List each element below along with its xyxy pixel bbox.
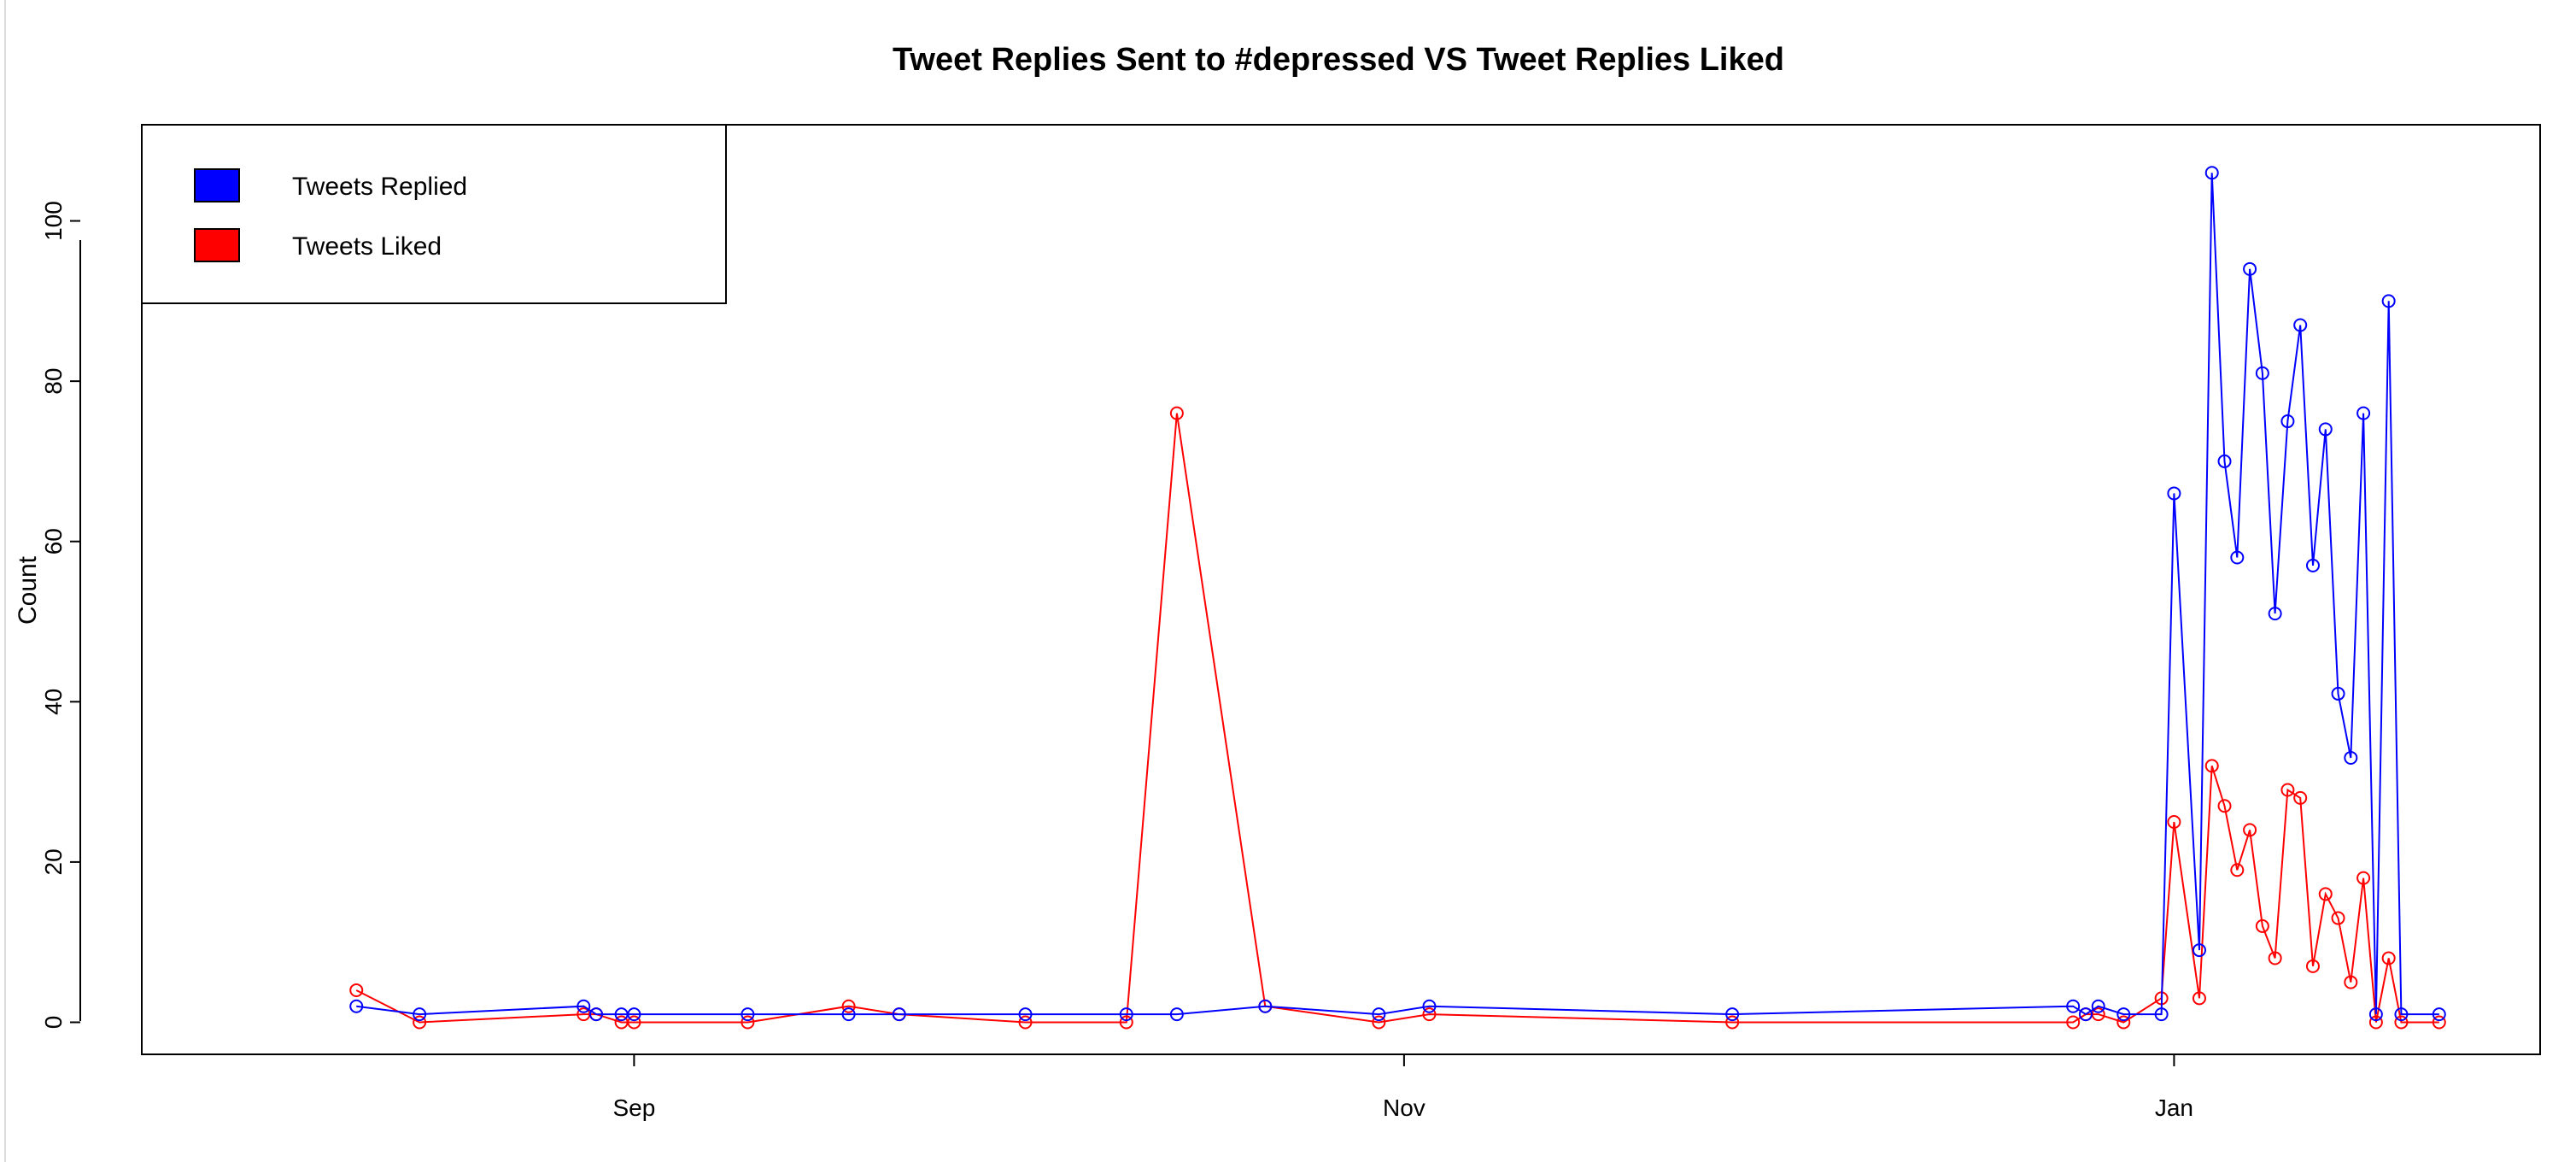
data-point-tweets-replied <box>1372 1007 1386 1022</box>
data-point-tweets-replied <box>349 999 364 1013</box>
data-point-tweets-liked <box>1372 1015 1386 1030</box>
data-point-tweets-liked <box>413 1015 427 1030</box>
y-axis-label: Count <box>14 555 42 625</box>
data-point-tweets-replied <box>2116 1007 2131 1022</box>
y-tick-label: 80 <box>40 368 67 395</box>
x-tick-label: Nov <box>1383 1095 1426 1121</box>
data-point-tweets-replied <box>2331 686 2345 701</box>
data-point-tweets-replied <box>2091 999 2105 1013</box>
data-point-tweets-replied <box>892 1007 906 1022</box>
data-point-tweets-liked <box>2344 975 2358 989</box>
legend-label-tweets-replied: Tweets Replied <box>292 173 467 201</box>
data-point-tweets-replied <box>2154 1007 2169 1022</box>
data-point-tweets-replied <box>2394 1007 2409 1022</box>
data-point-tweets-liked <box>349 983 364 997</box>
data-point-tweets-replied <box>841 1007 856 1022</box>
data-point-tweets-replied <box>627 1007 641 1022</box>
series-layer <box>349 166 2446 1030</box>
data-point-tweets-liked <box>2268 951 2282 965</box>
legend: Tweets Replied Tweets Liked <box>141 124 727 304</box>
data-point-tweets-replied <box>2243 261 2257 276</box>
series-line-tweets-replied <box>356 173 2439 1016</box>
data-point-tweets-liked <box>2066 1015 2081 1030</box>
data-point-tweets-replied <box>1169 1007 1184 1022</box>
data-point-tweets-replied <box>2305 558 2320 572</box>
data-point-tweets-liked <box>841 999 856 1013</box>
data-point-tweets-replied <box>2381 294 2396 308</box>
data-point-tweets-liked <box>2318 887 2333 901</box>
data-point-tweets-liked <box>2280 783 2295 797</box>
data-point-tweets-liked <box>741 1015 755 1030</box>
legend-label-tweets-liked: Tweets Liked <box>292 232 442 261</box>
data-point-tweets-liked <box>2192 991 2206 1006</box>
data-point-tweets-replied <box>2293 318 2308 332</box>
data-point-tweets-replied <box>2230 550 2245 565</box>
data-point-tweets-liked <box>2204 759 2219 773</box>
data-point-tweets-liked <box>2167 815 2181 829</box>
data-point-tweets-replied <box>2356 406 2371 420</box>
data-point-tweets-liked <box>2243 823 2257 837</box>
data-point-tweets-liked <box>2331 911 2345 925</box>
data-point-tweets-liked <box>1018 1015 1033 1030</box>
legend-swatch-tweets-liked <box>194 228 240 262</box>
data-point-tweets-replied <box>2280 414 2295 429</box>
data-point-tweets-liked <box>2381 951 2396 965</box>
data-point-tweets-replied <box>2078 1007 2093 1022</box>
data-point-tweets-liked <box>2394 1015 2409 1030</box>
data-point-tweets-replied <box>2368 1007 2383 1022</box>
series-tweets-liked <box>349 406 2446 1030</box>
data-point-tweets-replied <box>741 1007 755 1022</box>
data-point-tweets-liked <box>1119 1015 1133 1030</box>
data-point-tweets-liked <box>627 1015 641 1030</box>
data-point-tweets-liked <box>2305 959 2320 973</box>
data-point-tweets-liked <box>2116 1015 2131 1030</box>
data-point-tweets-replied <box>589 1007 604 1022</box>
data-point-tweets-replied <box>2344 750 2358 765</box>
y-tick-label: 60 <box>40 528 67 555</box>
data-point-tweets-liked <box>2217 799 2232 813</box>
data-point-tweets-replied <box>2432 1007 2446 1022</box>
data-point-tweets-liked <box>1725 1015 1740 1030</box>
data-point-tweets-replied <box>2167 486 2181 501</box>
legend-swatch-tweets-replied <box>194 168 240 202</box>
x-tick-label: Jan <box>2155 1095 2193 1121</box>
data-point-tweets-liked <box>2356 871 2371 885</box>
data-point-tweets-replied <box>2255 366 2269 380</box>
data-point-tweets-replied <box>577 999 591 1013</box>
data-point-tweets-liked <box>2293 790 2308 805</box>
data-point-tweets-replied <box>1725 1007 1740 1022</box>
data-point-tweets-liked <box>2432 1015 2446 1030</box>
data-point-tweets-replied <box>1258 999 1273 1013</box>
chart-title: Tweet Replies Sent to #depressed VS Twee… <box>893 42 1784 78</box>
data-point-tweets-replied <box>2066 999 2081 1013</box>
x-tick-label: Sep <box>612 1095 655 1121</box>
data-point-tweets-replied <box>2217 454 2232 468</box>
y-tick-label: 20 <box>40 848 67 875</box>
y-tick-label: 40 <box>40 689 67 715</box>
x-axis-ticks: Sep Nov Jan <box>612 1053 2193 1121</box>
data-point-tweets-replied <box>1119 1007 1133 1022</box>
data-point-tweets-liked <box>2368 1015 2383 1030</box>
data-point-tweets-liked <box>2230 863 2245 877</box>
data-point-tweets-replied <box>2192 943 2206 958</box>
data-point-tweets-replied <box>1422 999 1437 1013</box>
data-point-tweets-replied <box>413 1007 427 1022</box>
data-point-tweets-replied <box>2318 422 2333 437</box>
data-point-tweets-replied <box>2204 166 2219 180</box>
y-axis-ticks: 0 20 40 60 80 100 <box>40 201 80 1029</box>
data-point-tweets-liked <box>2255 918 2269 933</box>
series-line-tweets-liked <box>355 413 2439 1024</box>
data-point-tweets-replied <box>1018 1007 1033 1022</box>
legend-frame <box>141 124 727 304</box>
data-point-tweets-replied <box>2268 607 2282 621</box>
y-tick-label: 100 <box>40 201 67 241</box>
y-tick-label: 0 <box>40 1016 67 1030</box>
data-point-tweets-liked <box>1422 1007 1437 1022</box>
data-point-tweets-liked <box>1169 406 1184 420</box>
series-tweets-replied <box>349 166 2446 1022</box>
